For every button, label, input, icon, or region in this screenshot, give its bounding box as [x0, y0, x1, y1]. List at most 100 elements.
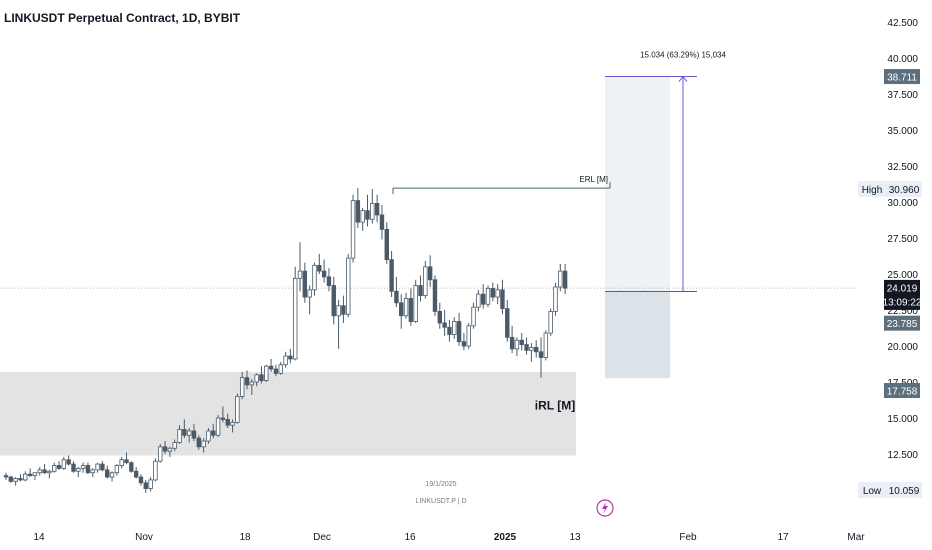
candle-up	[177, 429, 182, 443]
x-tick-label: 17	[777, 532, 789, 543]
candle-down	[268, 365, 274, 370]
candle-up	[249, 381, 255, 386]
candle-down	[244, 377, 250, 386]
entry-price-tag: 23.785	[887, 319, 918, 330]
low-tag: Low	[863, 486, 882, 497]
time-axis: 14 Nov 18 Dec 16 2025 13 Feb 17 Mar	[33, 532, 865, 543]
candle-down	[437, 311, 442, 324]
candle-down	[27, 473, 33, 477]
candle-up	[215, 417, 221, 436]
candle-up	[109, 472, 115, 478]
high-tag: High	[862, 185, 883, 196]
candle-down	[133, 470, 139, 478]
candle-up	[76, 467, 81, 472]
candle-up	[548, 311, 553, 334]
x-tick-label: Nov	[135, 532, 153, 543]
candle-up	[119, 459, 124, 466]
candle-down	[456, 321, 462, 343]
stop-price-tag: 17.758	[887, 387, 918, 398]
candle-up	[230, 421, 235, 426]
candle-down	[8, 476, 14, 482]
target-price-tag: 38.711	[887, 73, 917, 84]
candle-down	[3, 475, 9, 478]
candle-down	[355, 200, 361, 223]
candle-up	[471, 306, 476, 327]
y-tick-label: 15.000	[887, 414, 918, 425]
candle-up	[553, 286, 558, 312]
candle-down	[100, 463, 105, 471]
candle-up	[23, 473, 28, 481]
entry-price-tag-bg	[884, 315, 920, 331]
candle-down	[384, 228, 389, 261]
chart-title: LINKUSDT Perpetual Contract, 1D, BYBIT	[4, 11, 241, 25]
candle-down	[288, 355, 293, 360]
candle-down	[71, 463, 76, 472]
candle-down	[220, 417, 226, 420]
erl-label: ERL [M]	[579, 175, 608, 184]
y-tick-label: 30.000	[887, 198, 918, 209]
candle-down	[273, 368, 279, 374]
candle-up	[47, 470, 52, 474]
stop-zone	[605, 291, 670, 379]
candle-up	[148, 479, 153, 489]
candle-down	[418, 285, 423, 296]
candle-down	[562, 270, 568, 289]
last-price-tag-bg	[884, 279, 920, 310]
y-tick-label: 35.000	[887, 126, 918, 137]
candle-down	[538, 351, 544, 358]
candle-up	[413, 285, 418, 322]
candle-up	[403, 298, 409, 317]
candle-down	[259, 374, 264, 381]
candle-down	[196, 437, 201, 448]
candle-up	[13, 478, 18, 482]
candle-up	[32, 472, 38, 477]
candle-up	[350, 200, 356, 259]
high-value: 30.960	[889, 185, 920, 196]
x-tick-label: 14	[33, 532, 45, 543]
candle-down	[182, 429, 187, 436]
candle-up	[254, 374, 259, 383]
candle-down	[42, 469, 47, 474]
candle-down	[519, 339, 524, 345]
candle-down	[225, 419, 230, 426]
x-tick-label: Feb	[679, 532, 697, 543]
candle-up	[529, 347, 534, 351]
candle-down	[56, 465, 62, 469]
last-price-tag: 24.019	[887, 283, 918, 294]
overlays-layer: ERL [M] 15.034 (63.29%) 15,034 19/1/2025 LI…	[392, 51, 726, 517]
candle-up	[423, 266, 428, 296]
candle-up	[158, 446, 163, 462]
y-tick-label: 20.000	[887, 342, 918, 353]
candle-down	[85, 465, 91, 474]
low-tag-bg	[858, 482, 886, 498]
candle-down	[442, 322, 447, 328]
y-tick-label: 27.500	[887, 234, 918, 245]
candle-down	[331, 285, 336, 317]
x-tick-label: Mar	[847, 532, 865, 543]
candle-up	[292, 277, 298, 360]
candle-down	[408, 298, 414, 322]
candle-down	[427, 266, 433, 281]
candle-up	[452, 321, 457, 335]
candle-down	[66, 459, 71, 465]
candle-down	[211, 430, 216, 436]
candle-down	[389, 259, 394, 292]
candle-down	[379, 214, 385, 230]
x-tick-label: 16	[404, 532, 416, 543]
candle-up	[307, 289, 312, 298]
y-tick-label: 12.500	[887, 450, 918, 461]
candle-down	[105, 469, 110, 478]
candles-layer	[3, 188, 568, 493]
lightning-icon-ring	[596, 499, 614, 517]
target-zone	[605, 76, 670, 292]
candle-down	[447, 326, 452, 335]
candle-up	[336, 305, 341, 317]
candle-down	[394, 290, 399, 304]
low-value: 10.059	[889, 486, 920, 497]
measure-label: 15.034 (63.29%) 15,034	[640, 51, 726, 60]
candle-down	[317, 264, 322, 272]
candle-down	[365, 210, 370, 220]
candle-down	[490, 287, 496, 298]
lightning-icon	[596, 499, 614, 517]
